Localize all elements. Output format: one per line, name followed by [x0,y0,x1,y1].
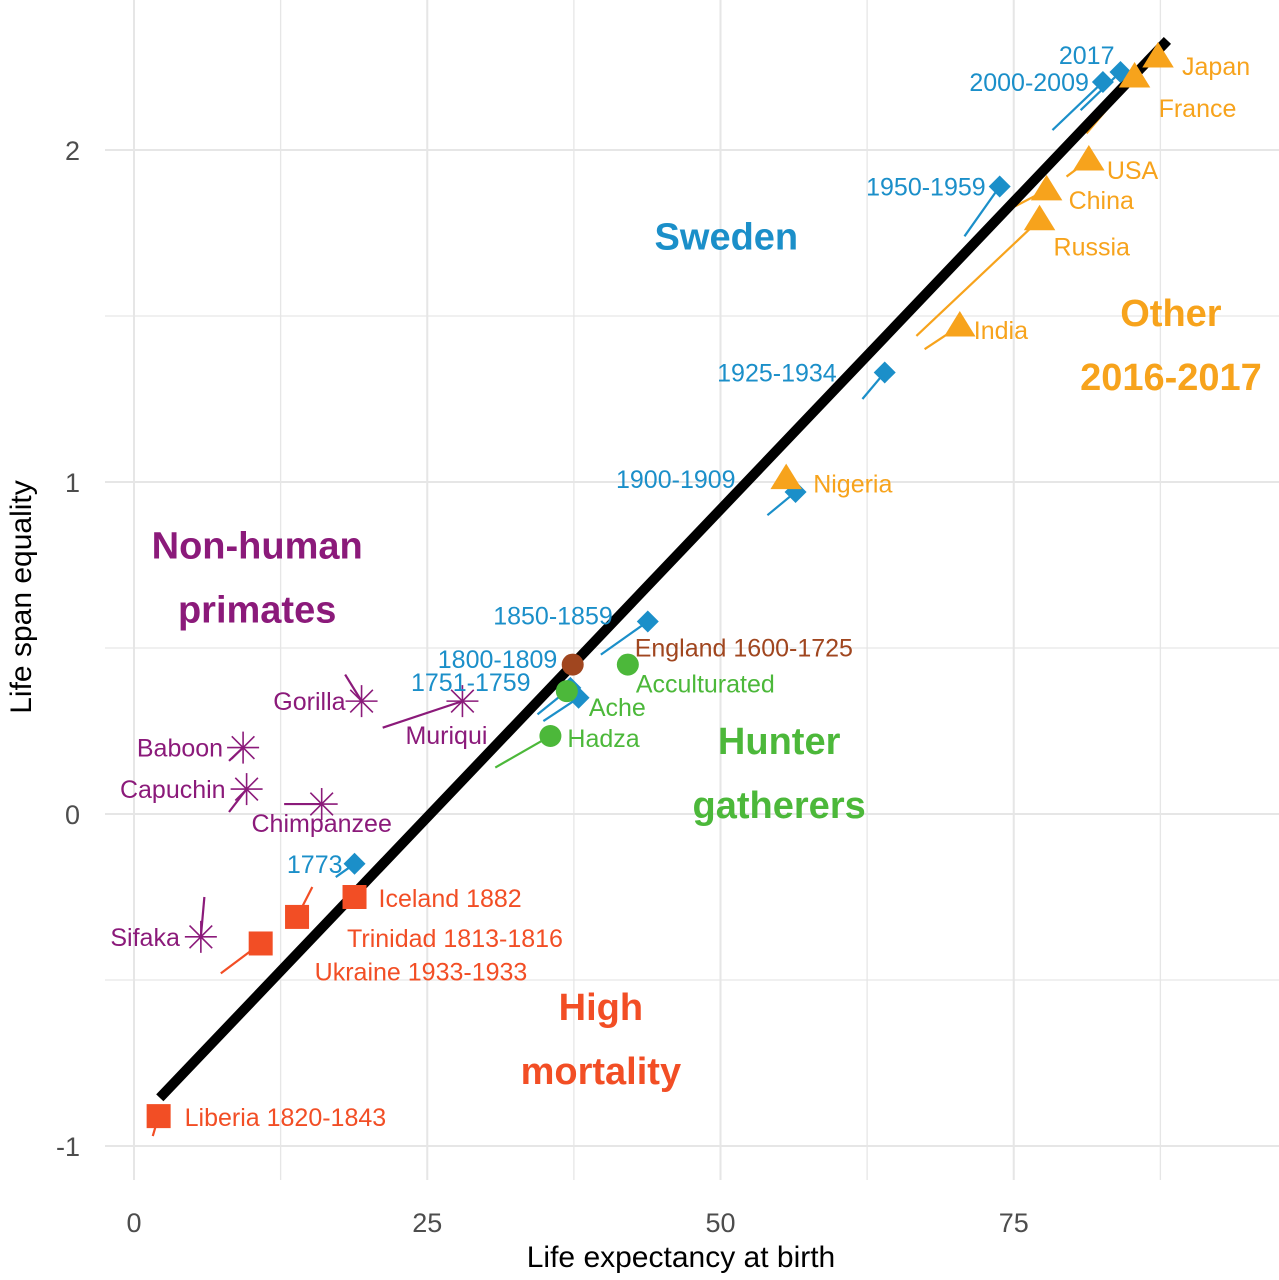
asterisk-stroke [309,792,334,816]
regression-line [156,36,1172,1102]
group-label: mortality [521,1051,681,1093]
point-baboon [227,731,260,764]
point-liberia-1820-1843 [146,1104,171,1129]
trail-segment [963,185,1001,237]
point-ukraine-1933-1933 [248,931,273,956]
point-japan [1142,42,1174,68]
point-trinidad-1813-1816 [285,904,310,929]
point-label: Trinidad 1813-1816 [347,925,563,953]
asterisk-stroke [349,689,374,713]
point-russia [1023,204,1056,231]
point-gorilla [345,685,378,718]
point-label: Baboon [137,735,223,763]
group-label: Other [1120,293,1222,335]
x-tick-label: 0 [126,1208,141,1238]
asterisk-stroke [450,689,475,713]
point-sifaka [184,920,217,953]
point-label: 1773 [287,851,343,879]
y-tick-label: 0 [65,800,80,830]
point-chimpanzee [305,788,338,821]
point-label: 1800-1809 [438,646,558,674]
trail-segment [600,620,649,656]
point-label: Iceland 1882 [379,885,522,913]
point-label: Capuchin [120,776,226,804]
group-labels: Sweden Other 2016-2017 Non-human primates Hun… [152,217,1262,1093]
data-points [146,42,1174,1129]
grid [105,0,1279,1180]
point-label: Sifaka [110,924,180,952]
point-muriqui [446,685,479,718]
y-axis-title: Life span equality [5,480,38,714]
point-label: Acculturated [636,671,775,699]
point-label: Liberia 1820-1843 [185,1104,387,1132]
point-label: 1751-1759 [411,669,531,697]
point-china [1030,174,1063,201]
y-tick-label: 1 [65,468,80,498]
asterisk-stroke [231,735,255,760]
point-label: Russia [1054,234,1131,262]
point-2000-2009 [1091,70,1114,93]
point-label: 2017 [1059,42,1115,70]
point-capuchin [230,773,263,806]
point-label: 1950-1959 [866,174,986,202]
x-tick-label: 75 [999,1208,1029,1238]
x-tick-label: 25 [412,1208,442,1238]
asterisk-stroke [188,924,213,949]
trail-segment [1079,71,1122,111]
point-label: USA [1107,157,1159,185]
trail-segment [915,218,1041,337]
point-label: Nigeria [813,471,892,499]
point-label: Hadza [567,725,639,753]
point-hadza [539,724,562,747]
group-label: 2016-2017 [1080,357,1262,399]
point-label: England 1600-1725 [635,635,853,663]
point-label: Japan [1182,53,1250,81]
trail-segment [344,673,363,702]
point-label: Ache [589,694,646,722]
point-label: Gorilla [273,688,345,716]
point-1950-1959 [988,175,1011,198]
point-1850-1859 [636,610,659,633]
point-label: 2000-2009 [969,69,1089,97]
point-france [1118,61,1151,88]
group-label: Sweden [655,217,799,259]
point-label: India [974,317,1028,345]
point-1773 [343,852,366,875]
point-india [944,310,976,337]
y-tick-label: -1 [56,1132,80,1162]
point-label: Muriqui [405,722,487,750]
asterisk-stroke [234,777,259,801]
point-usa [1073,144,1105,171]
y-tick-label: 2 [65,136,80,166]
x-axis-title: Life expectancy at birth [527,1241,836,1274]
trail-segment [1051,81,1104,131]
axis-ticks: 0 25 50 75 -1 0 1 2 [56,136,1029,1238]
point-label: Ukraine 1933-1933 [315,958,528,986]
point-label: France [1159,95,1237,123]
group-label: Hunter [718,721,841,763]
x-tick-label: 50 [705,1208,735,1238]
group-label: primates [178,589,336,631]
trail-segment [382,700,463,729]
group-label: High [559,987,643,1029]
point-nigeria [770,463,802,490]
point-iceland-1882 [342,885,367,909]
point-label: 1925-1934 [717,359,837,387]
point-label: China [1069,187,1134,215]
point-label: 1850-1859 [493,602,613,630]
group-label: Non-human [152,525,363,567]
point-label: 1900-1909 [616,466,736,494]
point-ache [555,680,578,703]
point-acculturated [616,653,639,676]
point-label: Chimpanzee [252,810,392,838]
point-england-1600-1725 [561,653,584,676]
point-1925-1934 [873,361,896,384]
group-label: gatherers [693,785,866,827]
